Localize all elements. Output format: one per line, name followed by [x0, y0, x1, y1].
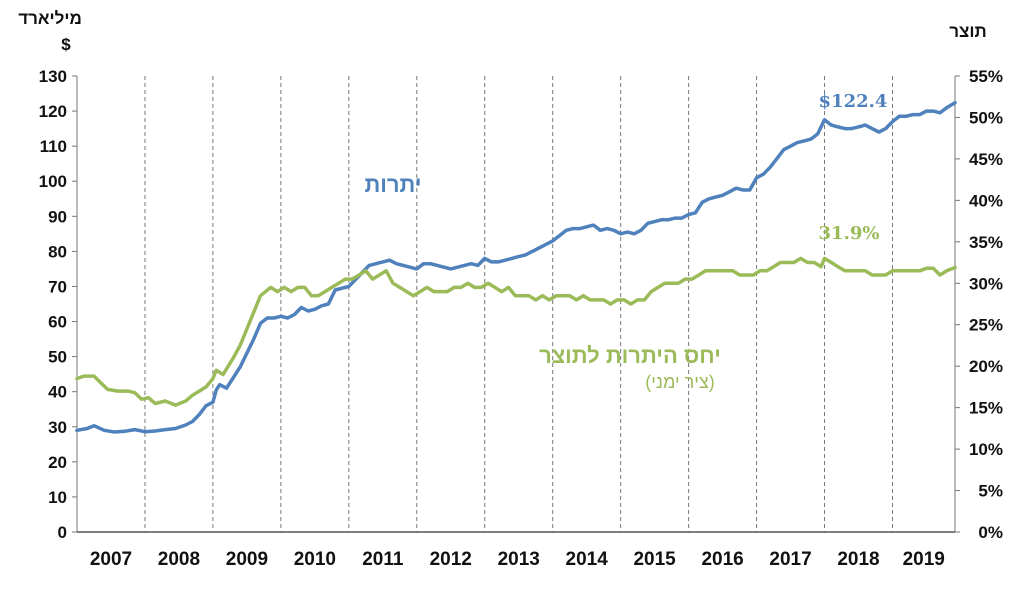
year-label: 2014 — [566, 549, 609, 570]
year-label: 2007 — [90, 549, 132, 570]
year-label: 2019 — [903, 549, 945, 570]
left-tick-label: 130 — [39, 67, 67, 86]
gridlines — [144, 76, 893, 532]
year-labels: 2007 2008 2009 2010 2011 2012 2013 2014 2015 2016… — [90, 549, 945, 570]
year-label: 2016 — [701, 549, 743, 570]
year-label: 2018 — [837, 549, 879, 570]
right-tick-label: 15% — [969, 399, 1003, 418]
year-label: 2010 — [294, 549, 336, 570]
year-label: 2008 — [158, 549, 200, 570]
right-tick-label: 35% — [969, 233, 1003, 252]
reserves-series-label: יתרות — [364, 172, 421, 197]
left-tick-label: 110 — [40, 137, 67, 156]
ratio-series-axis-note: (ציר ימני) — [645, 372, 714, 392]
reserves-end-value-label: $122.4 — [819, 91, 888, 112]
right-tick-label: 20% — [969, 357, 1003, 376]
left-tick-label: 70 — [48, 277, 67, 296]
reserves-line — [75, 100, 957, 434]
series-lines — [75, 100, 957, 434]
left-tick-label: 100 — [39, 172, 67, 191]
right-tick-label: 0% — [978, 523, 1003, 542]
left-tick-label: 120 — [39, 102, 67, 121]
right-tick-label: 5% — [978, 482, 1003, 501]
right-tick-label: 45% — [969, 150, 1003, 169]
left-tick-label: 20 — [48, 453, 67, 472]
right-tick-label: 50% — [969, 108, 1003, 127]
left-tick-label: 50 — [48, 348, 67, 367]
right-tick-label: 40% — [969, 191, 1003, 210]
left-tick-label: 10 — [48, 488, 67, 507]
year-label: 2011 — [362, 549, 404, 570]
left-axis-unit-line1: מיליארד — [18, 9, 82, 28]
left-axis-ticks: 0 10 20 30 40 50 60 70 80 90 100 110 120 130 — [39, 67, 77, 542]
year-label: 2013 — [498, 549, 540, 570]
right-axis-ticks: 0% 5% 10% 15% 20% 25% 30% 35% 40% 45% 50% 55% — [955, 67, 1003, 542]
left-tick-label: 60 — [48, 313, 67, 332]
ratio-series-label: יחס היתרות לתוצר — [539, 343, 721, 368]
ratio-end-value-label: 31.9% — [819, 223, 880, 244]
left-tick-label: 40 — [48, 383, 67, 402]
left-tick-label: 0 — [58, 523, 67, 542]
left-tick-label: 80 — [48, 242, 67, 261]
annotations: יתרות יחס היתרות לתוצר (ציר ימני) $122.4… — [364, 91, 887, 392]
right-tick-label: 25% — [969, 316, 1003, 335]
right-tick-label: 30% — [969, 274, 1003, 293]
right-tick-label: 55% — [969, 67, 1003, 86]
year-label: 2012 — [430, 549, 472, 570]
year-label: 2009 — [226, 549, 268, 570]
left-tick-label: 30 — [48, 418, 67, 437]
left-tick-label: 90 — [48, 207, 67, 226]
right-axis-unit: תוצר — [949, 22, 986, 41]
left-axis-unit-line2: $ — [61, 35, 71, 54]
reserves-to-gdp-line — [75, 256, 957, 407]
plot-frame — [76, 76, 956, 533]
right-tick-label: 10% — [969, 440, 1003, 459]
year-label: 2015 — [633, 549, 676, 570]
year-label: 2017 — [769, 549, 811, 570]
